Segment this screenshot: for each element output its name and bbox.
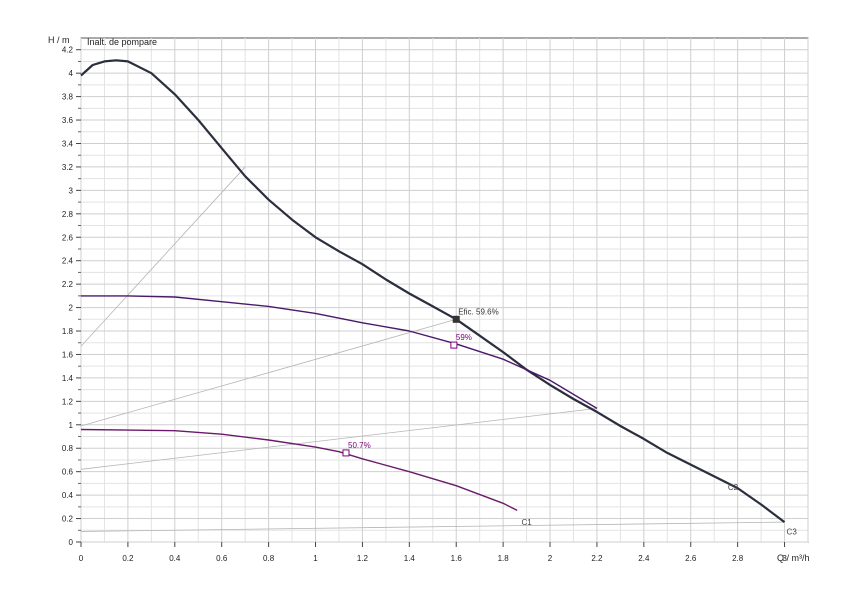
x-tick-label: 0.4 [169,554,181,563]
y-tick-label: 0.2 [62,515,74,524]
y-tick-label: 2.8 [62,210,74,219]
y-tick-label: 3.2 [62,163,74,172]
y-tick-label: 1.2 [62,397,74,406]
construction-line [80,521,785,532]
x-tick-label: 2.6 [685,554,697,563]
construction-lines [80,166,785,532]
x-tick-label: 2 [548,554,553,563]
curve-c2 [81,295,598,410]
y-tick-label: 1 [69,421,74,430]
y-tick-label: 0 [69,538,74,547]
construction-line [80,318,457,427]
chart-labels: C1 C2 C3 [522,483,798,537]
chart-title: Inalt. de pompare [87,37,157,47]
y-tick-label: 3.6 [62,116,74,125]
pump-curves [80,59,786,523]
x-tick-label: 1.4 [404,554,416,563]
x-tick-label: 2.8 [732,554,744,563]
x-tick-label: 2.2 [591,554,603,563]
x-tick-label: 3 [782,554,787,563]
efficiency-marker [342,449,350,457]
curve-label-c3: C3 [787,527,798,536]
x-axis-title: Q / m³/h [777,553,810,563]
curve-label-c1: C1 [522,518,533,527]
y-tick-label: 1.4 [62,374,74,383]
y-tick-label: 4.2 [62,46,74,55]
efficiency-label: 59% [456,333,472,342]
axis-ticks: 0 0.2 0.4 0.6 0.8 1 1.2 1.4 1.6 1.8 2 2.2 2.4 2.6 2.8 3… [62,46,787,563]
x-tick-label: 1.8 [498,554,510,563]
construction-line [80,407,597,470]
y-tick-label: 3.8 [62,93,74,102]
curve-c3 [80,59,786,523]
plot-area [80,37,809,543]
y-tick-label: 2.2 [62,280,74,289]
x-tick-label: 1.6 [451,554,463,563]
x-tick-label: 0.6 [216,554,228,563]
y-tick-label: 0.6 [62,468,74,477]
y-tick-label: 3 [69,186,74,195]
efficiency-marker [452,315,460,323]
efficiency-markers: Efic. 59.6% 59% 50.7% [342,307,499,457]
y-tick-label: 0.4 [62,491,74,500]
y-tick-label: 1.8 [62,327,74,336]
x-tick-label: 0.2 [122,554,134,563]
y-tick-label: 0.8 [62,444,74,453]
efficiency-marker [450,341,458,349]
y-tick-label: 2 [69,304,74,313]
x-tick-label: 1.2 [357,554,369,563]
x-tick-label: 1 [313,554,318,563]
x-tick-label: 2.4 [638,554,650,563]
y-axis-title: H / m [48,35,70,45]
y-tick-label: 4 [69,69,74,78]
curve-c1 [80,428,518,512]
y-tick-label: 3.4 [62,139,74,148]
x-tick-label: 0 [79,554,84,563]
construction-line [80,166,246,347]
curve-label-c2: C2 [728,483,739,492]
y-tick-label: 2.4 [62,257,74,266]
x-tick-label: 0.8 [263,554,275,563]
efficiency-label: 50.7% [348,441,371,450]
y-tick-label: 2.6 [62,233,74,242]
y-tick-label: 1.6 [62,350,74,359]
efficiency-label: Efic. 59.6% [458,307,498,316]
